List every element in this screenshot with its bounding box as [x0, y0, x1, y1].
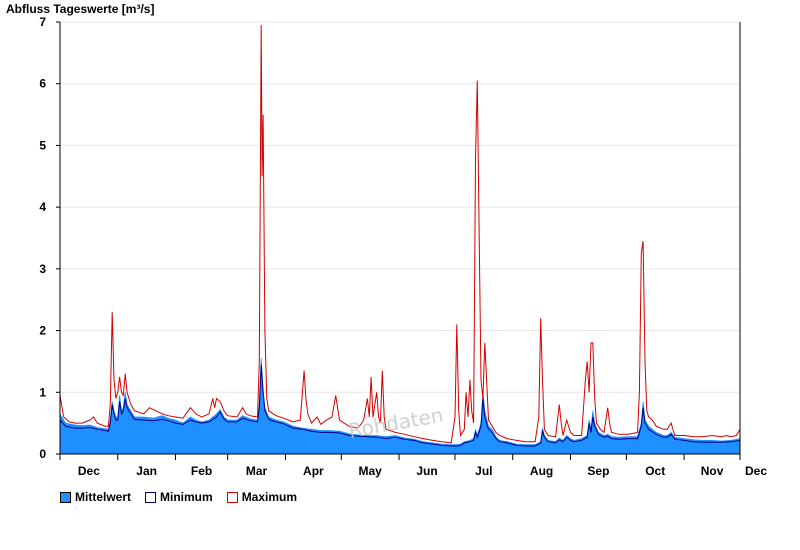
legend-label-mittelwert: Mittelwert — [75, 490, 132, 504]
legend-label-minimum: Minimum — [160, 490, 213, 504]
data-series — [59, 25, 741, 455]
x-tick-label-0: Dec — [78, 464, 100, 478]
y-tick-label-3: 3 — [39, 262, 46, 276]
series-area-mittelwert — [59, 358, 741, 455]
y-axis-ticks: 0 1 2 3 4 5 6 7 — [39, 15, 60, 461]
x-tick-label-9: Sep — [587, 464, 609, 478]
x-tick-label-3: Mar — [246, 464, 268, 478]
x-tick-label-5: May — [359, 464, 383, 478]
x-axis-ticks: Dec Jan Feb Mar Apr May Jun Jul Aug Sep Oct Nov Dec — [59, 454, 767, 478]
x-tick-label-2: Feb — [191, 464, 212, 478]
legend-swatch-mittelwert — [60, 491, 71, 503]
axes — [59, 22, 741, 455]
legend: Mittelwert Minimum Maximum — [60, 490, 297, 504]
y-tick-label-1: 1 — [39, 385, 46, 399]
x-tick-label-6: Jun — [416, 464, 437, 478]
y-tick-label-4: 4 — [39, 200, 46, 214]
legend-label-maximum: Maximum — [241, 490, 298, 504]
legend-swatch-minimum — [145, 491, 157, 503]
x-tick-label-10: Oct — [645, 464, 665, 478]
x-tick-label-8: Aug — [530, 464, 553, 478]
y-tick-label-0: 0 — [39, 447, 46, 461]
y-tick-label-5: 5 — [39, 138, 46, 152]
y-tick-label-6: 6 — [39, 77, 46, 91]
x-tick-label-11: Nov — [701, 464, 724, 478]
x-tick-label-1: Jan — [136, 464, 157, 478]
legend-item-minimum: Minimum — [145, 490, 213, 504]
x-tick-label-4: Apr — [303, 464, 324, 478]
x-tick-label-7: Jul — [475, 464, 492, 478]
legend-swatch-maximum — [226, 491, 238, 503]
grid-lines — [60, 21, 740, 393]
series-line-minimum — [59, 364, 741, 447]
legend-item-maximum: Maximum — [226, 490, 298, 504]
x-tick-label-12: Dec — [745, 464, 767, 478]
y-tick-label-2: 2 — [39, 324, 46, 338]
y-tick-label-7: 7 — [39, 15, 46, 29]
legend-item-mittelwert: Mittelwert — [60, 490, 131, 504]
series-line-maximum — [59, 25, 741, 444]
chart-title: Abfluss Tageswerte [m³/s] — [6, 2, 155, 16]
